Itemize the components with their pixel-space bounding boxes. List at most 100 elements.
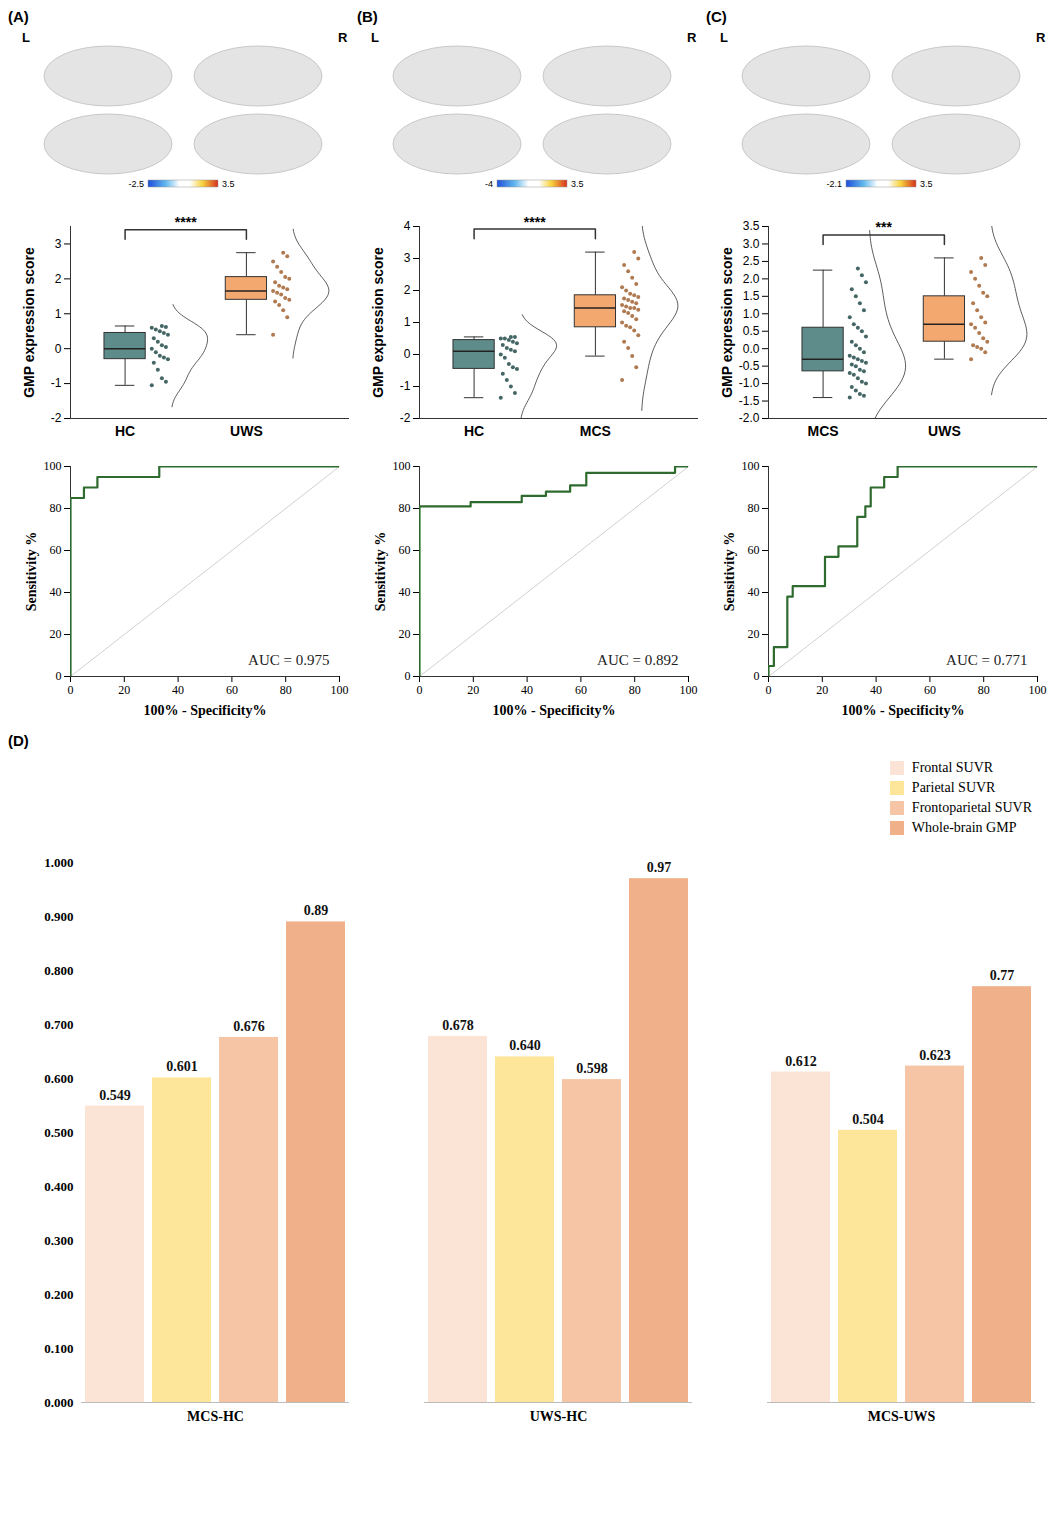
svg-text:3: 3 <box>404 251 411 265</box>
svg-text:80: 80 <box>399 501 411 515</box>
svg-text:AUC = 0.892: AUC = 0.892 <box>597 652 678 668</box>
svg-text:3.0: 3.0 <box>743 237 760 251</box>
svg-text:60: 60 <box>575 683 587 697</box>
svg-text:40: 40 <box>50 585 62 599</box>
svg-text:2: 2 <box>55 272 62 286</box>
svg-text:0.0: 0.0 <box>743 342 760 356</box>
svg-text:100% - Specificity%: 100% - Specificity% <box>842 703 965 718</box>
svg-text:0.676: 0.676 <box>233 1019 265 1034</box>
svg-text:0.77: 0.77 <box>990 968 1015 983</box>
svg-text:20: 20 <box>50 627 62 641</box>
svg-text:20: 20 <box>118 683 130 697</box>
svg-text:20: 20 <box>467 683 479 697</box>
svg-text:0.89: 0.89 <box>304 903 329 918</box>
svg-text:MCS: MCS <box>808 423 839 439</box>
svg-text:HC: HC <box>464 423 484 439</box>
svg-text:-2: -2 <box>51 411 62 425</box>
svg-text:MCS-UWS: MCS-UWS <box>868 1409 936 1424</box>
svg-text:0.900: 0.900 <box>44 909 73 924</box>
svg-text:100: 100 <box>44 459 62 473</box>
svg-text:80: 80 <box>280 683 292 697</box>
svg-text:4: 4 <box>404 219 411 233</box>
svg-text:2.0: 2.0 <box>743 272 760 286</box>
svg-text:0.000: 0.000 <box>44 1395 73 1410</box>
svg-text:0: 0 <box>404 347 411 361</box>
svg-text:R: R <box>1036 30 1046 45</box>
svg-text:100: 100 <box>680 683 698 697</box>
svg-text:100: 100 <box>1029 683 1047 697</box>
svg-text:HC: HC <box>115 423 135 439</box>
svg-text:1: 1 <box>55 307 62 321</box>
svg-text:****: **** <box>175 214 197 230</box>
svg-text:0.601: 0.601 <box>166 1059 198 1074</box>
svg-text:UWS: UWS <box>230 423 263 439</box>
svg-text:0: 0 <box>55 342 62 356</box>
svg-text:100% - Specificity%: 100% - Specificity% <box>144 703 267 718</box>
svg-text:80: 80 <box>629 683 641 697</box>
svg-text:0: 0 <box>68 683 74 697</box>
svg-text:60: 60 <box>924 683 936 697</box>
svg-text:0.300: 0.300 <box>44 1233 73 1248</box>
svg-text:-1.0: -1.0 <box>739 376 760 390</box>
svg-text:20: 20 <box>399 627 411 641</box>
svg-text:-4: -4 <box>485 179 493 189</box>
svg-text:100: 100 <box>742 459 760 473</box>
svg-text:MCS: MCS <box>580 423 611 439</box>
svg-text:MCS-HC: MCS-HC <box>187 1409 244 1424</box>
svg-text:AUC = 0.975: AUC = 0.975 <box>248 652 329 668</box>
svg-text:0.400: 0.400 <box>44 1179 73 1194</box>
svg-text:0.100: 0.100 <box>44 1341 73 1356</box>
svg-text:40: 40 <box>748 585 760 599</box>
svg-text:0.700: 0.700 <box>44 1017 73 1032</box>
svg-text:60: 60 <box>226 683 238 697</box>
svg-text:0.500: 0.500 <box>44 1125 73 1140</box>
svg-text:-2: -2 <box>400 411 411 425</box>
svg-text:2.5: 2.5 <box>743 254 760 268</box>
svg-text:100: 100 <box>393 459 411 473</box>
svg-text:20: 20 <box>748 627 760 641</box>
svg-text:0.504: 0.504 <box>852 1112 884 1127</box>
svg-text:GMP expression score: GMP expression score <box>21 247 37 398</box>
svg-text:40: 40 <box>521 683 533 697</box>
svg-text:0: 0 <box>417 683 423 697</box>
svg-text:-0.5: -0.5 <box>739 359 760 373</box>
svg-text:1.0: 1.0 <box>743 307 760 321</box>
svg-text:-1.5: -1.5 <box>739 394 760 408</box>
svg-text:UWS-HC: UWS-HC <box>530 1409 588 1424</box>
svg-text:0.600: 0.600 <box>44 1071 73 1086</box>
svg-text:2: 2 <box>404 283 411 297</box>
svg-text:0: 0 <box>766 683 772 697</box>
svg-text:100: 100 <box>331 683 349 697</box>
svg-text:R: R <box>687 30 697 45</box>
svg-text:0.598: 0.598 <box>576 1061 608 1076</box>
svg-text:0.623: 0.623 <box>919 1048 951 1063</box>
svg-text:1.000: 1.000 <box>44 855 73 870</box>
svg-text:0.97: 0.97 <box>647 860 672 875</box>
svg-text:0: 0 <box>56 669 62 683</box>
svg-text:60: 60 <box>748 543 760 557</box>
svg-text:80: 80 <box>748 501 760 515</box>
svg-text:40: 40 <box>399 585 411 599</box>
svg-text:-1: -1 <box>51 376 62 390</box>
svg-text:0.640: 0.640 <box>509 1038 541 1053</box>
svg-text:1.5: 1.5 <box>743 289 760 303</box>
svg-text:60: 60 <box>399 543 411 557</box>
svg-text:40: 40 <box>172 683 184 697</box>
svg-text:R: R <box>338 30 348 45</box>
svg-text:0.800: 0.800 <box>44 963 73 978</box>
svg-text:L: L <box>720 30 728 45</box>
svg-text:0.612: 0.612 <box>785 1054 817 1069</box>
svg-text:60: 60 <box>50 543 62 557</box>
svg-text:40: 40 <box>870 683 882 697</box>
svg-text:3.5: 3.5 <box>743 219 760 233</box>
svg-text:0.549: 0.549 <box>99 1088 131 1103</box>
svg-text:-2.1: -2.1 <box>826 179 842 189</box>
svg-text:UWS: UWS <box>928 423 961 439</box>
svg-text:0: 0 <box>754 669 760 683</box>
svg-text:****: **** <box>524 214 546 230</box>
svg-text:***: *** <box>876 219 893 235</box>
svg-text:L: L <box>371 30 379 45</box>
svg-text:0: 0 <box>405 669 411 683</box>
svg-text:L: L <box>22 30 30 45</box>
svg-text:Sensitivity %: Sensitivity % <box>373 532 388 612</box>
